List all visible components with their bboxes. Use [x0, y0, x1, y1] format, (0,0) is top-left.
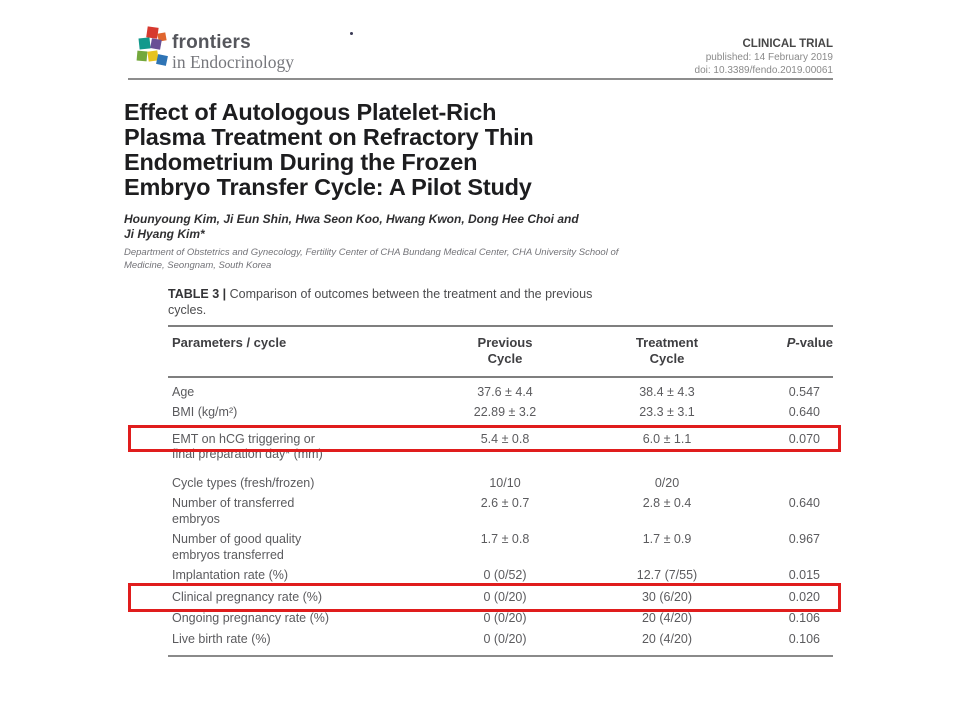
affiliation-line: Medicine, Seongnam, South Korea	[124, 259, 272, 271]
cell-parameter: Implantation rate (%)	[172, 568, 289, 582]
cell-parameter: BMI (kg/m²)	[172, 405, 238, 419]
cell-treatment-cycle: 0/20	[654, 475, 680, 490]
cell-parameter: Clinical pregnancy rate (%)	[172, 589, 323, 604]
cell-previous-cycle: 37.6 ± 4.4	[477, 384, 533, 399]
cell-pvalue: 0.020	[788, 589, 820, 604]
journal-subtitle: in Endocrinology	[172, 52, 294, 72]
cell-pvalue: 0.640	[788, 496, 820, 510]
cell-treatment-cycle: 20 (4/20)	[641, 611, 693, 625]
table-row: Cycle types (fresh/frozen) 10/10 0/20	[168, 473, 833, 494]
table-row: Ongoing pregnancy rate (%) 0 (0/20) 20 (4/…	[168, 609, 833, 630]
table-row: EMT on hCG triggering or final preparatio…	[128, 425, 841, 465]
table-row: Number of transferred embryos 2.6 ± 0.7 2.8…	[168, 494, 833, 530]
cell-treatment-cycle: 2.8 ± 0.4	[642, 496, 692, 510]
author-list: Hounyoung Kim, Ji Eun Shin, Hwa Seon Koo…	[124, 212, 579, 241]
cell-parameter: Cycle types (fresh/frozen)	[172, 475, 315, 490]
table-3: TABLE 3 | Comparison of outcomes between…	[128, 286, 841, 657]
published-date: published: 14 February 2019	[705, 52, 833, 63]
paper-title: Effect of Autologous Platelet-Rich Plasm…	[124, 100, 644, 200]
table-row: Number of good quality embryos transferre…	[168, 530, 833, 566]
cell-previous-cycle: 5.4 ± 0.8	[480, 431, 530, 446]
cell-parameter: Age	[172, 384, 195, 399]
cell-treatment-cycle: 6.0 ± 1.1	[642, 431, 692, 446]
cell-parameter: Number of good quality embryos transferre…	[172, 532, 302, 562]
title-line: Effect of Autologous Platelet-Rich	[124, 99, 497, 125]
publication-info: CLINICAL TRIAL published: 14 February 20…	[695, 38, 833, 77]
table-row: Live birth rate (%) 0 (0/20) 20 (4/20) 0.10…	[168, 629, 833, 650]
table-row: BMI (kg/m²) 22.89 ± 3.2 23.3 ± 3.1 0.640	[168, 403, 833, 424]
affiliation-line: Department of Obstetrics and Gynecology,…	[124, 247, 619, 258]
cell-previous-cycle: 22.89 ± 3.2	[473, 405, 537, 419]
table-row: Clinical pregnancy rate (%) 0 (0/20) 30 (6…	[128, 583, 841, 612]
stray-dot	[350, 32, 353, 35]
cell-previous-cycle: 10/10	[489, 475, 521, 490]
cell-pvalue: 0.547	[788, 384, 820, 399]
title-line: Embryo Transfer Cycle: A Pilot Study	[124, 174, 532, 200]
cell-pvalue: 0.106	[788, 611, 820, 625]
title-line: Plasma Treatment on Refractory Thin	[124, 124, 534, 150]
table-caption: TABLE 3 | Comparison of outcomes between…	[168, 286, 833, 318]
article-type-label: CLINICAL TRIAL	[742, 38, 833, 50]
table-caption-label: TABLE 3 |	[168, 287, 227, 301]
cell-parameter: Ongoing pregnancy rate (%)	[172, 611, 330, 625]
authors-line: Hounyoung Kim, Ji Eun Shin, Hwa Seon Koo…	[124, 212, 579, 226]
column-header-parameters: Parameters / cycle	[172, 335, 287, 350]
cell-pvalue: 0.106	[788, 631, 820, 646]
cell-parameter: Live birth rate (%)	[172, 631, 271, 646]
cell-previous-cycle: 0 (0/52)	[483, 568, 527, 582]
cell-previous-cycle: 0 (0/20)	[483, 611, 527, 625]
cell-pvalue: 0.967	[788, 532, 820, 546]
cell-previous-cycle: 0 (0/20)	[483, 589, 527, 604]
table-body: Age 37.6 ± 4.4 38.4 ± 4.3 0.547 BMI (kg/m²) 2…	[128, 378, 841, 657]
cell-treatment-cycle: 20 (4/20)	[641, 631, 693, 646]
title-line: Endometrium During the Frozen	[124, 149, 478, 175]
table-caption-text: Comparison of outcomes between the treat…	[229, 287, 593, 301]
table-row: Implantation rate (%) 0 (0/52) 12.7 (7/55)…	[168, 566, 833, 587]
cell-pvalue: 0.015	[788, 568, 820, 582]
cell-previous-cycle: 1.7 ± 0.8	[480, 532, 530, 546]
cell-previous-cycle: 0 (0/20)	[483, 631, 527, 646]
cell-treatment-cycle: 23.3 ± 3.1	[639, 405, 695, 419]
doi-text: doi: 10.3389/fendo.2019.00061	[694, 65, 833, 76]
cell-previous-cycle: 2.6 ± 0.7	[480, 496, 530, 510]
table-row: Age 37.6 ± 4.4 38.4 ± 4.3 0.547	[168, 382, 833, 403]
affiliation: Department of Obstetrics and Gynecology,…	[124, 247, 618, 272]
cell-pvalue	[754, 476, 833, 492]
cell-parameter: Number of transferred embryos	[172, 496, 295, 526]
cell-pvalue: 0.070	[788, 431, 820, 446]
cell-parameter: EMT on hCG triggering or final preparatio…	[172, 431, 323, 462]
frontiers-logo-icon	[136, 26, 170, 74]
header-divider	[128, 78, 833, 80]
column-header-treatment-cycle: Treatment Cycle	[635, 335, 699, 366]
cell-treatment-cycle: 30 (6/20)	[641, 589, 693, 604]
column-header-previous-cycle: Previous Cycle	[477, 335, 533, 366]
cell-treatment-cycle: 1.7 ± 0.9	[642, 532, 692, 546]
journal-name: frontiers	[172, 32, 251, 53]
column-header-pvalue: P-value	[786, 335, 833, 350]
authors-line: Ji Hyang Kim*	[124, 226, 205, 241]
cell-pvalue: 0.640	[788, 405, 820, 419]
table-header-row: Parameters / cycle Previous Cycle Treatm…	[168, 325, 833, 378]
table-caption-text: cycles.	[168, 303, 207, 317]
cell-treatment-cycle: 12.7 (7/55)	[636, 568, 698, 582]
cell-treatment-cycle: 38.4 ± 4.3	[639, 384, 695, 399]
